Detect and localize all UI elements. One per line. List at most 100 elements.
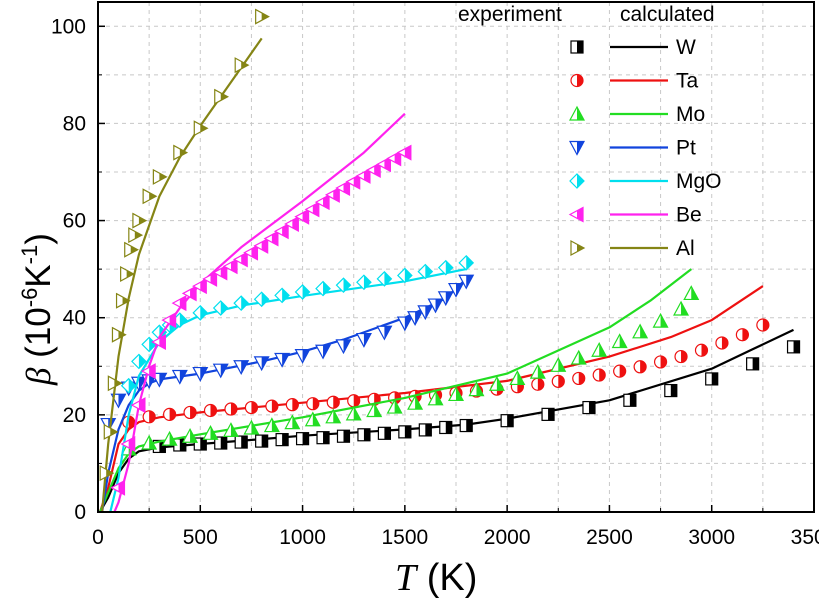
exp-point-al (115, 292, 131, 309)
exp-point-ta (306, 397, 320, 411)
exp-point-ta (347, 394, 361, 408)
exp-point-w (214, 436, 228, 450)
x-tick-label: 1000 (279, 526, 326, 549)
legend-label-mo: Mo (676, 103, 705, 126)
exp-point-al (111, 326, 127, 343)
series-be (110, 112, 412, 513)
exp-point-w (664, 383, 678, 398)
exp-point-mgo (376, 271, 393, 287)
exp-point-al (107, 375, 123, 392)
exp-point-be (396, 144, 412, 161)
legend-marker-pt (568, 140, 586, 156)
exp-point-mo (366, 402, 383, 418)
exp-point-w (418, 423, 432, 437)
series-ta (98, 285, 770, 513)
exp-point-mgo (253, 291, 270, 308)
exp-point-mo (386, 398, 403, 414)
legend-marker-be (568, 206, 584, 223)
exp-point-be (171, 295, 187, 312)
exp-point-be (376, 156, 391, 173)
x-tick-label: 0 (92, 526, 104, 549)
legend-label-al: Al (676, 237, 695, 260)
exp-point-al (173, 144, 189, 161)
exp-point-ta (735, 328, 750, 342)
exp-point-mo (182, 427, 199, 443)
exp-point-pt (437, 291, 454, 307)
exp-point-ta (224, 402, 238, 416)
exp-point-mo (222, 422, 239, 437)
legend-marker-w (570, 40, 584, 54)
exp-point-ta (265, 399, 279, 413)
x-axis-label: T (K) (395, 557, 477, 599)
exp-point-be (314, 194, 330, 211)
exp-point-be (263, 230, 279, 247)
legend-entry-mgo: MgO (569, 170, 722, 193)
exp-point-mgo (397, 267, 413, 284)
exp-point-mo (284, 414, 301, 430)
exp-point-pt (110, 393, 127, 409)
legend-header-experiment: experiment (458, 3, 562, 26)
y-axis-label: β (10-6K-1) (17, 233, 58, 386)
legend-label-pt: Pt (676, 137, 696, 160)
exp-point-pt (274, 352, 291, 368)
calc-line-mo (98, 268, 692, 513)
exp-point-mo (161, 430, 178, 446)
legend-entry-be: Be (568, 204, 702, 227)
exp-point-be (253, 237, 269, 254)
exp-point-w (623, 393, 637, 407)
exp-point-mgo (212, 300, 229, 316)
exp-point-mo (345, 405, 362, 421)
series-w (99, 328, 801, 513)
x-tick-label: 1500 (381, 526, 428, 549)
exp-point-mgo (315, 280, 331, 297)
legend-entry-mo: Mo (568, 103, 705, 126)
exp-point-pt (294, 349, 311, 364)
exp-point-w (746, 357, 760, 371)
exp-point-ta (142, 410, 156, 424)
exp-point-mo (570, 349, 587, 365)
exp-point-be (345, 173, 361, 190)
legend-entry-pt: Pt (568, 137, 696, 160)
exp-point-mgo (417, 263, 434, 280)
exp-point-w (255, 434, 269, 448)
y-tick-label: 40 (63, 307, 86, 330)
exp-point-ta (715, 336, 729, 350)
exp-point-be (120, 435, 136, 453)
exp-point-pt (212, 363, 229, 379)
exp-point-be (273, 223, 289, 240)
exp-point-w (377, 426, 391, 440)
exp-point-ta (674, 349, 688, 364)
exp-point-be (222, 258, 238, 275)
exp-point-w (336, 429, 351, 443)
exp-point-w (541, 407, 555, 421)
exp-point-mgo (192, 305, 209, 321)
x-tick-label: 3500 (791, 526, 819, 549)
exp-point-al (152, 168, 168, 185)
exp-point-be (110, 479, 126, 496)
exp-point-be (243, 244, 259, 261)
exp-point-w (705, 372, 719, 386)
exp-point-pt (427, 298, 444, 314)
exp-point-mo (427, 390, 444, 406)
exp-point-ta (592, 368, 606, 382)
exp-point-mo (673, 300, 690, 316)
y-tick-label: 60 (63, 210, 86, 233)
x-tick-label: 500 (183, 526, 218, 549)
exp-point-mo (304, 411, 321, 427)
exp-point-mgo (356, 274, 372, 291)
exp-point-ta (285, 398, 299, 412)
exp-point-be (202, 270, 218, 287)
exp-point-ta (244, 400, 259, 415)
y-tick-label: 0 (74, 501, 86, 524)
y-tick-label: 20 (63, 404, 86, 427)
exp-point-mo (509, 370, 526, 386)
exp-point-pt (458, 274, 475, 290)
exp-point-mo (243, 419, 260, 435)
exp-point-be (151, 333, 166, 351)
exp-point-be (130, 397, 146, 414)
exp-point-al (132, 212, 148, 229)
exp-point-al (128, 227, 144, 244)
exp-point-al (255, 8, 270, 25)
exp-point-pt (171, 369, 188, 385)
exp-point-mo (488, 375, 505, 391)
